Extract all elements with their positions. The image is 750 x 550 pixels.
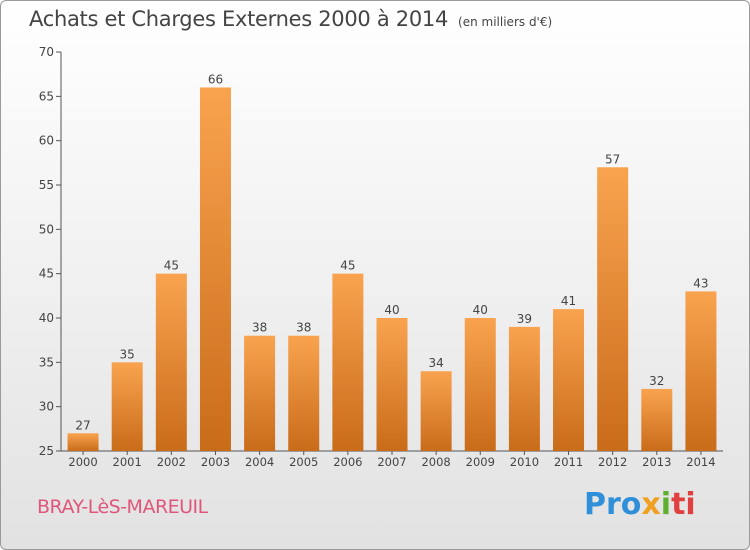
chart-subtitle: (en milliers d'€): [458, 15, 553, 29]
y-tick-label: 40: [39, 311, 54, 325]
commune-name: BRAY-LèS-MAREUIL: [37, 496, 208, 518]
y-tick-label: 30: [39, 400, 54, 414]
data-label-2000: 27: [75, 418, 90, 432]
bar-2004: [244, 335, 276, 451]
x-tick-label-2010: 2010: [510, 455, 539, 469]
bar-2011: [553, 309, 585, 451]
bar-2009: [464, 318, 496, 451]
data-label-2010: 39: [517, 312, 532, 326]
bar-2002: [155, 273, 187, 451]
data-label-2012: 57: [605, 152, 620, 166]
y-tick-label: 25: [39, 444, 54, 458]
x-tick-label-2001: 2001: [113, 455, 142, 469]
bar-2014: [685, 291, 717, 451]
bar-2010: [508, 326, 540, 451]
brand-logo: Proxiti: [584, 487, 696, 522]
data-label-2006: 45: [340, 259, 355, 273]
bar-2000: [67, 433, 99, 451]
y-tick-label: 50: [39, 222, 54, 236]
y-tick-label: 70: [39, 45, 54, 59]
data-label-2009: 40: [473, 303, 488, 317]
x-tick-label-2003: 2003: [201, 455, 230, 469]
x-tick-label-2012: 2012: [598, 455, 627, 469]
bar-2008: [420, 371, 452, 451]
chart-bars: [67, 87, 717, 451]
x-tick-label-2005: 2005: [289, 455, 318, 469]
data-label-2014: 43: [693, 276, 708, 290]
y-tick-label: 35: [39, 355, 54, 369]
x-tick-label-2006: 2006: [333, 455, 362, 469]
brand-part-1: Pro: [584, 487, 642, 522]
bar-2012: [597, 167, 629, 451]
chart-title-text: Achats et Charges Externes 2000 à 2014: [29, 7, 449, 31]
brand-part-3: i: [660, 487, 672, 522]
brand-part-2: x: [641, 487, 661, 522]
x-tick-label-2002: 2002: [157, 455, 186, 469]
data-label-2011: 41: [561, 294, 576, 308]
y-tick-label: 45: [39, 267, 54, 281]
y-tick-label: 60: [39, 134, 54, 148]
x-tick-label-2009: 2009: [466, 455, 495, 469]
bar-2007: [376, 318, 408, 451]
data-label-2003: 66: [208, 72, 223, 86]
x-tick-label-2013: 2013: [642, 455, 671, 469]
brand-part-4: ti: [671, 487, 696, 522]
y-tick-label: 65: [39, 89, 54, 103]
bar-2003: [199, 87, 231, 451]
data-label-2001: 35: [120, 347, 135, 361]
chart-data-labels: 27 35 45 66 38 38 45 40 34 40 39 41 57 32 43: [75, 72, 708, 432]
bar-2013: [641, 388, 673, 451]
chart-title: Achats et Charges Externes 2000 à 2014 (e…: [29, 7, 552, 31]
bar-2001: [111, 362, 143, 451]
data-label-2002: 45: [164, 259, 179, 273]
data-label-2013: 32: [649, 374, 664, 388]
x-tick-label-2004: 2004: [245, 455, 274, 469]
x-tick-label-2008: 2008: [421, 455, 450, 469]
data-label-2005: 38: [296, 321, 311, 335]
x-tick-label-2011: 2011: [554, 455, 583, 469]
bar-2005: [288, 335, 320, 451]
data-label-2008: 34: [428, 356, 443, 370]
data-label-2007: 40: [384, 303, 399, 317]
bar-2006: [332, 273, 364, 451]
x-tick-label-2014: 2014: [686, 455, 715, 469]
data-label-2004: 38: [252, 321, 267, 335]
chart-axes: 25 30 35 40 45 50 55 60 65 70 2000 2001 2002 2003 2004…: [39, 45, 723, 469]
y-tick-label: 55: [39, 178, 54, 192]
x-tick-label-2000: 2000: [68, 455, 97, 469]
x-tick-label-2007: 2007: [377, 455, 406, 469]
